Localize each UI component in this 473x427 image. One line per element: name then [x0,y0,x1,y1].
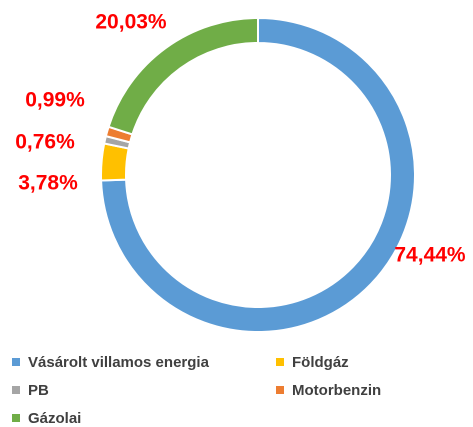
legend-label: PB [28,382,49,399]
legend-swatch [12,386,20,394]
value-label: 0,76% [15,131,75,154]
slice [107,16,259,136]
legend-label: Motorbenzin [292,382,381,399]
legend-swatch [12,358,20,366]
legend-label: Gázolai [28,410,81,427]
legend-swatch [276,386,284,394]
value-label: 0,99% [25,89,85,112]
legend-label: Vásárolt villamos energia [28,354,210,371]
legend-swatch [12,414,20,422]
legend-swatch [276,358,284,366]
legend-label: Földgáz [292,354,349,371]
value-label: 3,78% [18,172,78,195]
slice [100,142,130,182]
value-label: 74,44% [394,244,466,267]
value-label: 20,03% [95,11,167,34]
slice [100,16,416,333]
